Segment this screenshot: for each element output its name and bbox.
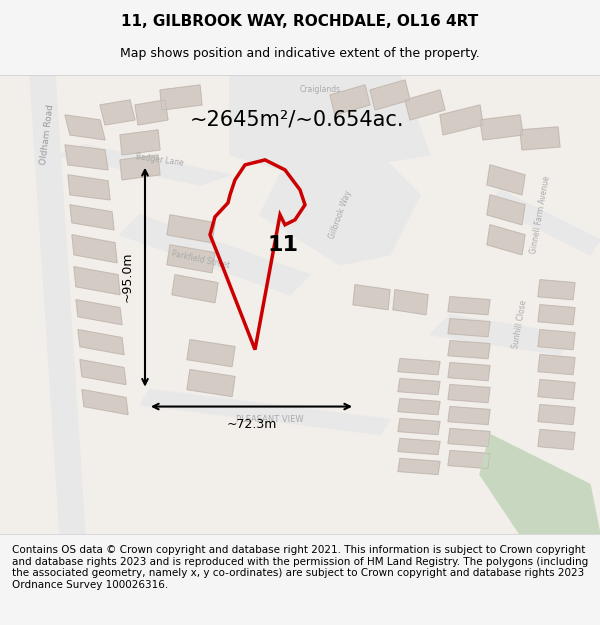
Polygon shape	[398, 439, 440, 454]
Polygon shape	[68, 175, 110, 200]
Polygon shape	[487, 195, 525, 225]
Polygon shape	[167, 245, 215, 272]
Text: PLEASANT VIEW: PLEASANT VIEW	[236, 415, 304, 424]
Polygon shape	[140, 389, 390, 434]
Polygon shape	[135, 100, 168, 125]
Polygon shape	[487, 165, 525, 195]
Polygon shape	[538, 354, 575, 374]
Text: ~95.0m: ~95.0m	[121, 252, 133, 302]
Polygon shape	[480, 434, 600, 534]
Polygon shape	[448, 451, 490, 469]
Polygon shape	[353, 285, 390, 309]
Text: Contains OS data © Crown copyright and database right 2021. This information is : Contains OS data © Crown copyright and d…	[12, 545, 588, 590]
Polygon shape	[74, 267, 120, 295]
Polygon shape	[172, 275, 218, 302]
Polygon shape	[398, 419, 440, 434]
Text: 11: 11	[268, 235, 299, 255]
Text: Oldham Road: Oldham Road	[39, 104, 55, 166]
Polygon shape	[76, 300, 122, 324]
Polygon shape	[487, 225, 525, 255]
Polygon shape	[430, 314, 570, 354]
Polygon shape	[65, 145, 108, 170]
Polygon shape	[448, 297, 490, 314]
Polygon shape	[448, 362, 490, 381]
Polygon shape	[82, 389, 128, 414]
Polygon shape	[538, 379, 575, 399]
Polygon shape	[120, 155, 160, 180]
Polygon shape	[187, 339, 235, 367]
Text: ~2645m²/~0.654ac.: ~2645m²/~0.654ac.	[190, 110, 404, 130]
Text: Sunhill Close: Sunhill Close	[511, 299, 529, 350]
Polygon shape	[448, 341, 490, 359]
Polygon shape	[230, 75, 430, 175]
Polygon shape	[448, 319, 490, 337]
Polygon shape	[393, 290, 428, 314]
Polygon shape	[260, 145, 420, 265]
Text: Map shows position and indicative extent of the property.: Map shows position and indicative extent…	[120, 48, 480, 61]
Text: 11, GILBROOK WAY, ROCHDALE, OL16 4RT: 11, GILBROOK WAY, ROCHDALE, OL16 4RT	[121, 14, 479, 29]
Polygon shape	[30, 75, 85, 534]
Polygon shape	[490, 190, 600, 255]
Polygon shape	[538, 329, 575, 349]
Polygon shape	[167, 215, 215, 242]
Polygon shape	[70, 205, 114, 230]
Polygon shape	[398, 379, 440, 394]
Polygon shape	[405, 90, 445, 120]
Polygon shape	[55, 145, 230, 185]
Polygon shape	[520, 127, 560, 150]
Polygon shape	[440, 105, 483, 135]
Polygon shape	[448, 429, 490, 446]
Polygon shape	[448, 406, 490, 424]
Polygon shape	[120, 215, 310, 295]
Polygon shape	[538, 304, 575, 324]
Polygon shape	[330, 85, 370, 115]
Polygon shape	[160, 85, 202, 110]
Polygon shape	[72, 235, 117, 262]
Polygon shape	[78, 329, 124, 354]
Polygon shape	[398, 399, 440, 414]
Text: Craiglands: Craiglands	[299, 86, 341, 94]
Polygon shape	[187, 369, 235, 397]
Polygon shape	[65, 115, 105, 140]
Polygon shape	[100, 100, 135, 125]
Polygon shape	[448, 384, 490, 402]
Polygon shape	[480, 115, 523, 140]
Text: ~72.3m: ~72.3m	[226, 418, 277, 431]
Polygon shape	[538, 429, 575, 449]
Text: Badger Lane: Badger Lane	[136, 152, 185, 168]
Polygon shape	[538, 280, 575, 300]
Polygon shape	[80, 359, 126, 384]
Polygon shape	[538, 404, 575, 424]
Text: Ginnell Farm Avenue: Ginnell Farm Avenue	[529, 175, 551, 254]
Polygon shape	[398, 459, 440, 474]
Polygon shape	[370, 80, 410, 110]
Polygon shape	[398, 359, 440, 374]
Text: Parkfield Street: Parkfield Street	[170, 249, 230, 270]
Text: Gilbrook Way: Gilbrook Way	[327, 189, 353, 240]
Polygon shape	[120, 130, 160, 155]
